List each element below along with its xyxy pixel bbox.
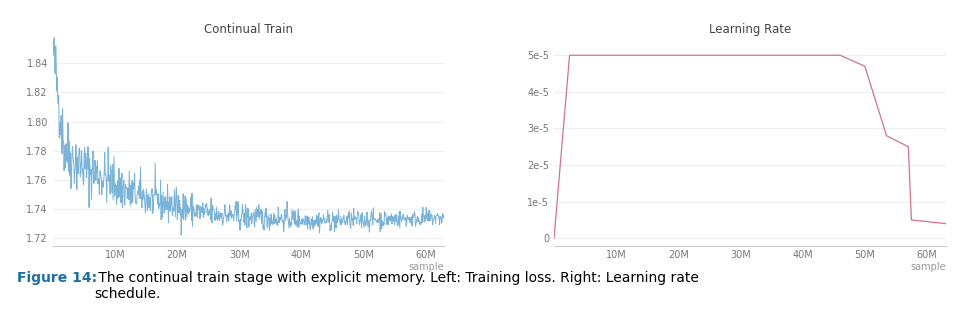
Text: The continual train stage with explicit memory. Left: Training loss. Right: Lear: The continual train stage with explicit …: [94, 271, 699, 301]
X-axis label: sample: sample: [910, 262, 946, 272]
Title: Continual Train: Continual Train: [204, 23, 293, 36]
X-axis label: sample: sample: [409, 262, 444, 272]
Text: Figure 14:: Figure 14:: [17, 271, 97, 285]
Title: Learning Rate: Learning Rate: [708, 23, 791, 36]
